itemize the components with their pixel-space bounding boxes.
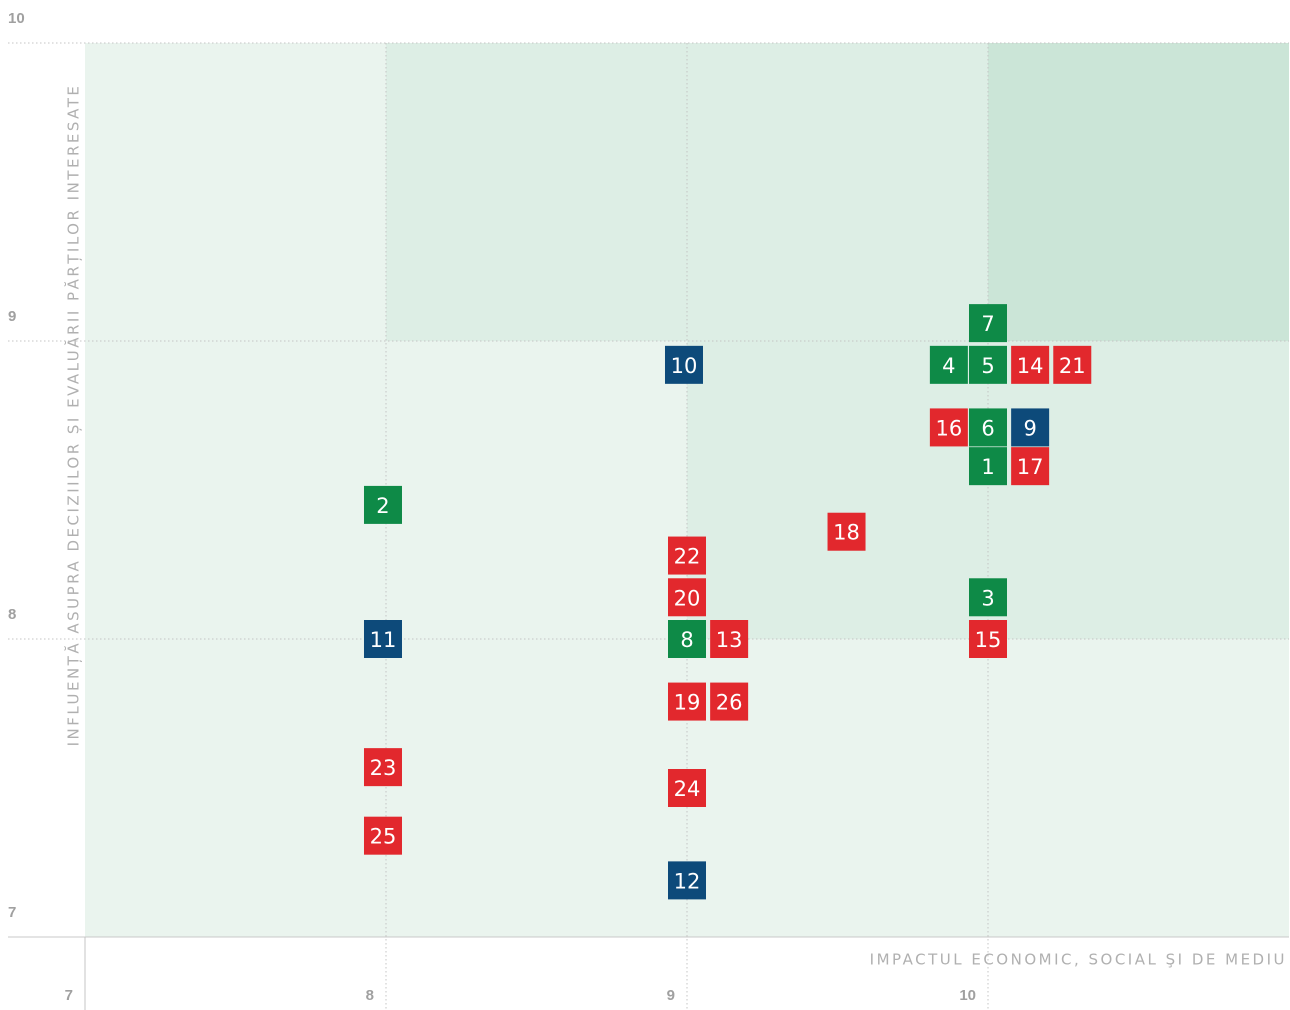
point-box [929, 408, 968, 447]
point-label: 7 [981, 312, 994, 336]
point-label: 6 [981, 416, 994, 440]
point-label: 25 [370, 825, 397, 849]
point-label: 14 [1017, 354, 1044, 378]
point-label: 12 [674, 869, 701, 893]
point-label: 21 [1059, 354, 1086, 378]
point-label: 19 [674, 691, 701, 715]
point-label: 9 [1023, 416, 1036, 440]
x-tick-label: 10 [959, 987, 976, 1004]
point-box [710, 682, 749, 721]
point-label: 17 [1017, 455, 1044, 479]
background-zones [85, 43, 1289, 937]
point-box [969, 345, 1007, 384]
point-label: 23 [370, 756, 397, 780]
point-label: 11 [370, 628, 397, 652]
point-label: 4 [942, 354, 955, 378]
x-tick-label: 7 [65, 987, 73, 1004]
point-box [363, 485, 402, 524]
point-box [668, 578, 706, 617]
point-label: 20 [674, 586, 701, 610]
point-box [969, 620, 1007, 658]
zone [687, 43, 988, 341]
point-box [668, 769, 706, 807]
point-box [668, 861, 706, 900]
y-tick-label: 8 [8, 606, 16, 623]
zone [386, 639, 687, 937]
point-label: 8 [680, 628, 693, 652]
point-label: 3 [981, 586, 994, 610]
point-label: 15 [975, 628, 1002, 652]
point-box [969, 578, 1007, 617]
y-tick-label: 9 [8, 308, 16, 325]
x-axis-title: IMPACTUL ECONOMIC, SOCIAL ŞI DE MEDIU [870, 951, 1287, 969]
point-box [1011, 345, 1050, 384]
zone [386, 43, 687, 341]
zone [85, 43, 386, 341]
point-box [668, 682, 706, 721]
zone [988, 341, 1289, 639]
point-box [664, 345, 703, 384]
point-label: 18 [833, 521, 860, 545]
point-label: 22 [674, 545, 701, 569]
x-tick-label: 9 [667, 987, 675, 1004]
point-label: 26 [716, 691, 743, 715]
x-tick-label: 8 [366, 987, 374, 1004]
point-box [363, 816, 402, 855]
zone [386, 341, 687, 639]
point-label: 10 [671, 354, 698, 378]
point-box [1011, 408, 1050, 447]
point-label: 13 [716, 628, 743, 652]
y-axis-title: INFLUENȚĂ ASUPRA DECIZIILOR ȘI EVALUĂRII… [64, 84, 83, 747]
point-box [969, 304, 1007, 343]
point-label: 5 [981, 354, 994, 378]
point-box [827, 512, 866, 551]
y-tick-label: 7 [8, 904, 16, 921]
zone [988, 639, 1289, 937]
point-box [363, 748, 402, 787]
point-box [363, 620, 402, 658]
point-box [929, 345, 968, 384]
zone [85, 341, 386, 639]
point-box [969, 408, 1007, 447]
point-box [1053, 345, 1092, 384]
point-label: 24 [674, 777, 701, 801]
zone [85, 639, 386, 937]
zone [687, 341, 988, 639]
point-box [710, 620, 749, 658]
point-box [969, 447, 1007, 486]
point-label: 1 [981, 455, 994, 479]
point-label: 2 [376, 494, 389, 518]
point-box [1011, 447, 1050, 486]
point-box [668, 536, 706, 575]
y-tick-label: 10 [8, 10, 25, 27]
point-box [668, 620, 706, 658]
zone [988, 43, 1289, 341]
point-label: 16 [936, 416, 963, 440]
